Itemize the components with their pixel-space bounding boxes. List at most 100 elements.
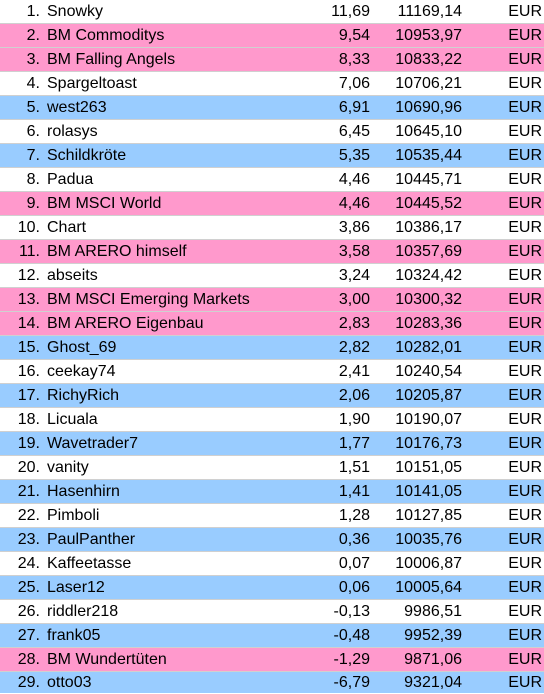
rank-cell: 23. (17, 531, 40, 548)
rank-cell: 6. (26, 123, 40, 140)
name-cell: Ghost_69 (47, 339, 117, 356)
name-cell: frank05 (47, 627, 101, 644)
rank-cell: 10. (17, 219, 40, 236)
currency-cell: EUR (508, 603, 542, 620)
percent-change-cell: 3,00 (338, 291, 370, 308)
currency-cell: EUR (508, 3, 542, 20)
table-row: 10. Chart 3,86 10386,17 EUR (0, 216, 544, 240)
rank-cell: 11. (18, 243, 40, 260)
portfolio-value-cell: 10445,71 (395, 171, 462, 188)
table-row: 20. vanity 1,51 10151,05 EUR (0, 456, 544, 480)
name-cell: Chart (47, 219, 87, 236)
rank-cell: 1. (26, 3, 40, 20)
percent-change-cell: 11,69 (331, 3, 370, 20)
percent-change-cell: 5,35 (338, 147, 370, 164)
table-row: 23. PaulPanther 0,36 10035,76 EUR (0, 528, 544, 552)
table-row: 2. BM Commoditys 9,54 10953,97 EUR (0, 24, 544, 48)
name-cell: Spargeltoast (47, 75, 137, 92)
name-cell: west263 (47, 99, 107, 116)
percent-change-cell: 3,86 (338, 219, 370, 236)
currency-cell: EUR (508, 75, 542, 92)
portfolio-value-cell: 10006,87 (395, 555, 462, 572)
percent-change-cell: 2,82 (338, 339, 370, 356)
percent-change-cell: 3,24 (338, 267, 370, 284)
name-cell: Hasenhirn (47, 483, 120, 500)
percent-change-cell: 1,41 (338, 483, 370, 500)
portfolio-value-cell: 10141,05 (395, 483, 462, 500)
table-row: 24. Kaffeetasse 0,07 10006,87 EUR (0, 552, 544, 576)
currency-cell: EUR (508, 219, 542, 236)
name-cell: Kaffeetasse (47, 555, 132, 572)
portfolio-value-cell: 10176,73 (395, 435, 462, 452)
percent-change-cell: -0,48 (333, 627, 370, 644)
name-cell: Laser12 (47, 579, 105, 596)
currency-cell: EUR (508, 555, 542, 572)
percent-change-cell: 8,33 (338, 51, 370, 68)
percent-change-cell: 6,91 (338, 99, 370, 116)
currency-cell: EUR (508, 531, 542, 548)
currency-cell: EUR (508, 243, 542, 260)
table-row: 17. RichyRich 2,06 10205,87 EUR (0, 384, 544, 408)
portfolio-value-cell: 9321,04 (404, 674, 462, 691)
table-row: 3. BM Falling Angels 8,33 10833,22 EUR (0, 48, 544, 72)
percent-change-cell: 0,36 (338, 531, 370, 548)
rank-cell: 22. (17, 507, 40, 524)
portfolio-value-cell: 10035,76 (395, 531, 462, 548)
rank-cell: 25. (17, 579, 40, 596)
percent-change-cell: -1,29 (333, 651, 370, 668)
table-row: 27. frank05 -0,48 9952,39 EUR (0, 624, 544, 648)
portfolio-value-cell: 9952,39 (404, 627, 462, 644)
name-cell: BM ARERO himself (47, 243, 187, 260)
rank-cell: 24. (17, 555, 40, 572)
table-row: 26. riddler218 -0,13 9986,51 EUR (0, 600, 544, 624)
rank-cell: 12. (17, 267, 40, 284)
percent-change-cell: -6,79 (333, 674, 370, 691)
name-cell: Schildkröte (47, 147, 127, 164)
portfolio-value-cell: 10706,21 (395, 75, 462, 92)
percent-change-cell: 1,51 (338, 459, 370, 476)
percent-change-cell: 9,54 (338, 27, 370, 44)
table-row: 8. Padua 4,46 10445,71 EUR (0, 168, 544, 192)
currency-cell: EUR (508, 651, 542, 668)
currency-cell: EUR (508, 51, 542, 68)
rank-cell: 29. (17, 674, 40, 691)
percent-change-cell: 1,77 (338, 435, 370, 452)
currency-cell: EUR (508, 27, 542, 44)
currency-cell: EUR (508, 315, 542, 332)
rank-cell: 5. (26, 99, 40, 116)
rank-cell: 2. (26, 27, 40, 44)
percent-change-cell: 7,06 (338, 75, 370, 92)
currency-cell: EUR (508, 267, 542, 284)
percent-change-cell: 1,28 (338, 507, 370, 524)
name-cell: abseits (47, 267, 98, 284)
name-cell: BM Commoditys (47, 27, 165, 44)
rank-cell: 8. (26, 171, 40, 188)
rank-cell: 19. (17, 435, 40, 452)
percent-change-cell: 2,06 (338, 387, 370, 404)
table-row: 6. rolasys 6,45 10645,10 EUR (0, 120, 544, 144)
currency-cell: EUR (508, 411, 542, 428)
currency-cell: EUR (508, 363, 542, 380)
rank-cell: 26. (17, 603, 40, 620)
rank-cell: 14. (17, 315, 40, 332)
table-row: 9. BM MSCI World 4,46 10445,52 EUR (0, 192, 544, 216)
portfolio-value-cell: 10645,10 (395, 123, 462, 140)
currency-cell: EUR (508, 195, 542, 212)
currency-cell: EUR (508, 147, 542, 164)
percent-change-cell: 2,83 (338, 315, 370, 332)
portfolio-value-cell: 10151,05 (395, 459, 462, 476)
currency-cell: EUR (508, 291, 542, 308)
portfolio-value-cell: 10953,97 (395, 27, 462, 44)
table-row: 7. Schildkröte 5,35 10535,44 EUR (0, 144, 544, 168)
rank-cell: 4. (26, 75, 40, 92)
percent-change-cell: 0,07 (338, 555, 370, 572)
name-cell: Licuala (47, 411, 98, 428)
currency-cell: EUR (508, 674, 542, 691)
percent-change-cell: 6,45 (338, 123, 370, 140)
name-cell: BM Falling Angels (47, 51, 176, 68)
table-row: 28. BM Wundertüten -1,29 9871,06 EUR (0, 648, 544, 672)
portfolio-value-cell: 10357,69 (395, 243, 462, 260)
portfolio-value-cell: 10283,36 (395, 315, 462, 332)
currency-cell: EUR (508, 339, 542, 356)
table-row: 21. Hasenhirn 1,41 10141,05 EUR (0, 480, 544, 504)
